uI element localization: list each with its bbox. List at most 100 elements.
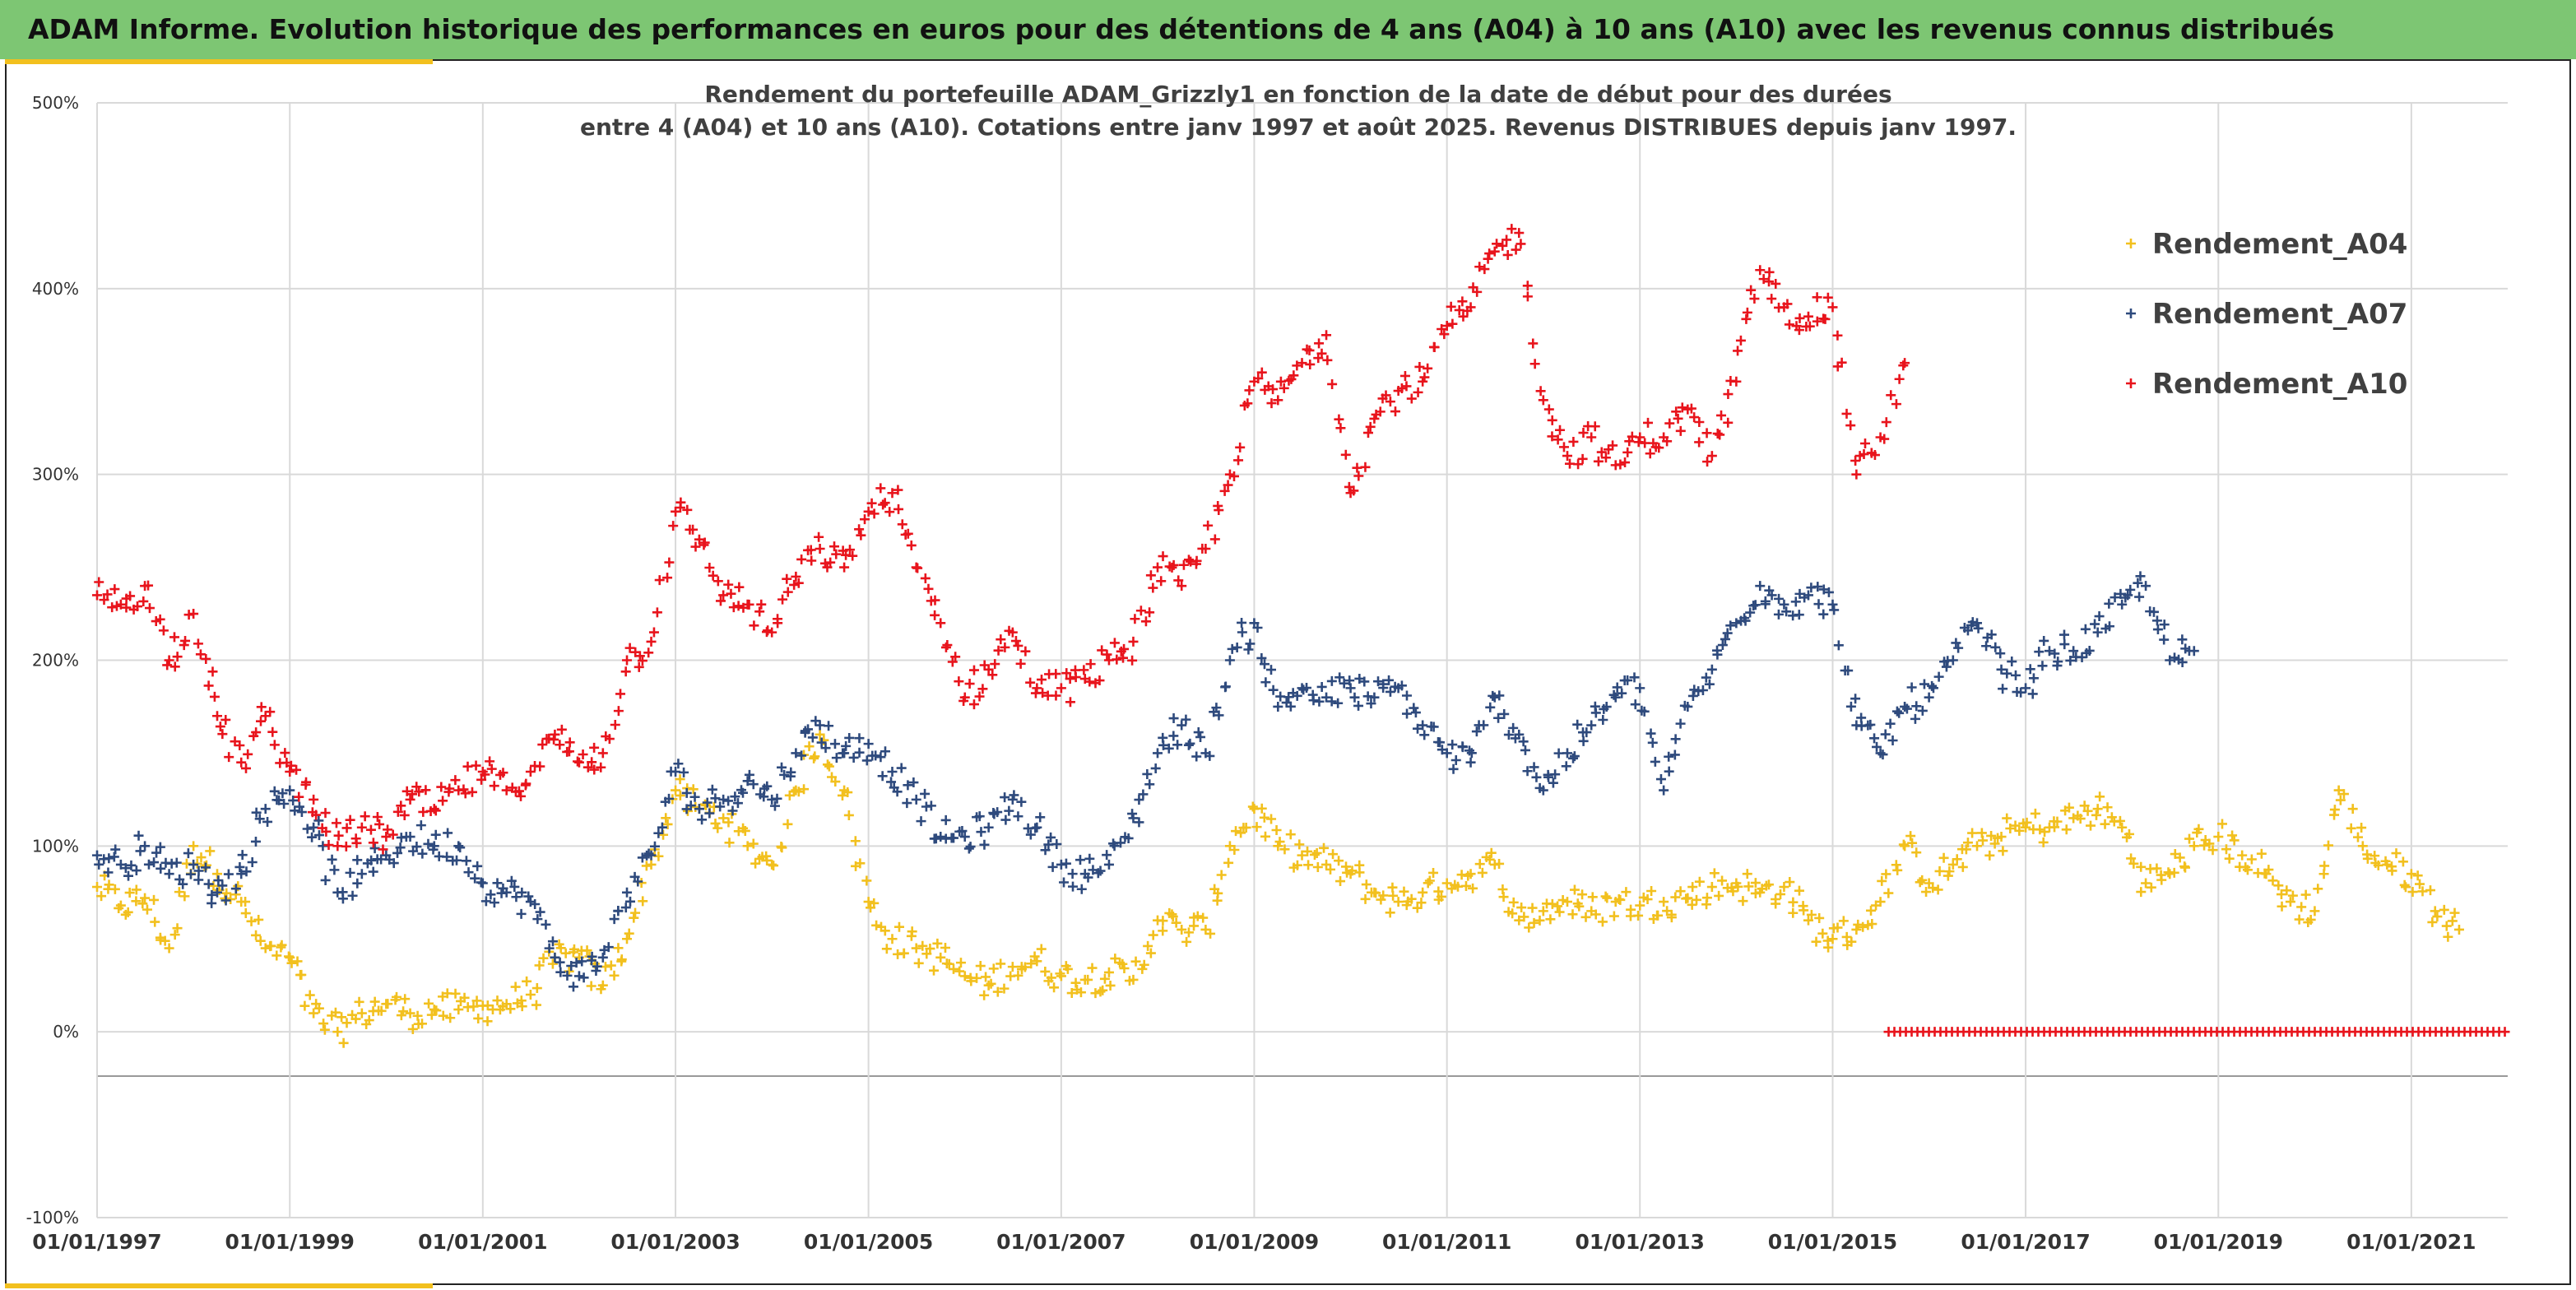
data-point bbox=[1333, 698, 1344, 708]
data-point bbox=[327, 854, 337, 865]
data-point bbox=[785, 771, 796, 782]
data-point bbox=[1219, 485, 1230, 496]
data-point bbox=[2128, 858, 2139, 869]
data-point bbox=[1456, 870, 1467, 880]
data-point bbox=[1371, 888, 1381, 898]
data-point bbox=[351, 838, 362, 848]
data-point bbox=[740, 825, 750, 836]
data-point bbox=[708, 570, 718, 581]
data-point bbox=[1961, 844, 1971, 855]
data-point bbox=[1733, 881, 1743, 892]
data-point bbox=[477, 878, 488, 889]
data-point bbox=[1485, 702, 1496, 712]
data-point bbox=[1578, 735, 1589, 746]
data-point bbox=[212, 711, 223, 722]
data-point bbox=[501, 887, 512, 898]
data-point bbox=[414, 787, 425, 797]
data-point bbox=[1650, 756, 1660, 767]
data-point bbox=[1478, 720, 1489, 731]
data-point bbox=[1515, 239, 1526, 249]
x-tick-label: 01/01/2013 bbox=[1576, 1230, 1705, 1254]
series-group bbox=[92, 224, 2510, 1048]
data-point bbox=[613, 906, 624, 916]
data-point bbox=[265, 941, 276, 952]
banner: ADAM Informe. Evolution historique des p… bbox=[0, 0, 2576, 59]
data-point bbox=[1360, 462, 1371, 472]
data-point bbox=[1880, 729, 1891, 740]
data-point bbox=[1244, 385, 1255, 396]
data-point bbox=[777, 762, 787, 773]
data-point bbox=[1581, 727, 1592, 738]
data-point bbox=[702, 797, 712, 808]
data-point bbox=[1158, 926, 1168, 936]
data-point bbox=[1856, 712, 1867, 723]
data-point bbox=[555, 740, 565, 750]
data-point bbox=[1083, 974, 1093, 985]
data-point bbox=[1538, 395, 1548, 406]
data-point bbox=[203, 680, 214, 691]
data-point bbox=[133, 830, 144, 841]
data-point bbox=[1865, 719, 1876, 730]
data-point bbox=[1568, 753, 1579, 763]
data-point bbox=[734, 582, 745, 592]
data-point bbox=[1231, 826, 1242, 837]
data-point bbox=[1173, 575, 1184, 586]
data-point bbox=[1381, 390, 1391, 401]
data-point bbox=[1803, 311, 1813, 322]
data-point bbox=[1312, 861, 1323, 872]
data-point bbox=[2086, 820, 2096, 831]
data-point bbox=[1458, 311, 1469, 322]
data-point bbox=[1881, 869, 1891, 879]
data-point bbox=[805, 545, 816, 555]
data-point bbox=[482, 1000, 493, 1011]
data-point bbox=[1138, 789, 1149, 800]
data-point bbox=[1511, 244, 1521, 255]
data-point bbox=[415, 820, 426, 831]
data-point bbox=[1360, 893, 1371, 904]
data-point bbox=[388, 829, 398, 840]
series-Rendement_A07 bbox=[92, 571, 2199, 992]
data-point bbox=[365, 824, 376, 835]
data-point bbox=[948, 963, 958, 974]
data-point bbox=[1906, 682, 1917, 693]
data-point bbox=[1492, 239, 1502, 249]
data-point bbox=[2313, 884, 2323, 894]
data-point bbox=[2114, 815, 2125, 826]
data-point bbox=[1465, 757, 1476, 768]
data-point bbox=[523, 891, 534, 902]
data-point bbox=[1766, 590, 1777, 601]
data-point bbox=[1755, 581, 1766, 592]
data-point bbox=[1702, 457, 1713, 467]
data-point bbox=[1664, 751, 1674, 762]
data-point bbox=[1953, 643, 1964, 653]
data-point bbox=[251, 807, 262, 818]
data-point bbox=[1771, 898, 1781, 909]
data-point bbox=[1362, 428, 1373, 439]
data-point bbox=[217, 729, 228, 740]
data-point bbox=[1297, 850, 1307, 861]
data-point bbox=[2237, 850, 2248, 861]
data-point bbox=[531, 983, 542, 994]
data-point bbox=[2169, 867, 2179, 878]
data-point bbox=[1602, 893, 1613, 903]
data-point bbox=[1271, 825, 1282, 835]
data-point bbox=[94, 577, 104, 587]
data-point bbox=[2188, 841, 2199, 851]
data-point bbox=[164, 655, 174, 666]
data-point bbox=[1109, 638, 1120, 648]
data-point bbox=[1497, 884, 1508, 894]
data-point bbox=[1292, 860, 1302, 870]
data-point bbox=[538, 953, 549, 963]
data-point bbox=[246, 916, 257, 926]
data-point bbox=[1439, 329, 1450, 340]
data-point bbox=[839, 562, 850, 573]
data-point bbox=[863, 739, 874, 749]
data-point bbox=[511, 892, 522, 903]
data-point bbox=[1256, 367, 1267, 378]
data-point bbox=[225, 894, 236, 905]
accent-bar-bottom bbox=[5, 1283, 433, 1288]
data-point bbox=[240, 908, 251, 919]
data-point bbox=[1260, 831, 1270, 842]
data-point bbox=[309, 822, 319, 833]
data-point bbox=[241, 866, 252, 877]
